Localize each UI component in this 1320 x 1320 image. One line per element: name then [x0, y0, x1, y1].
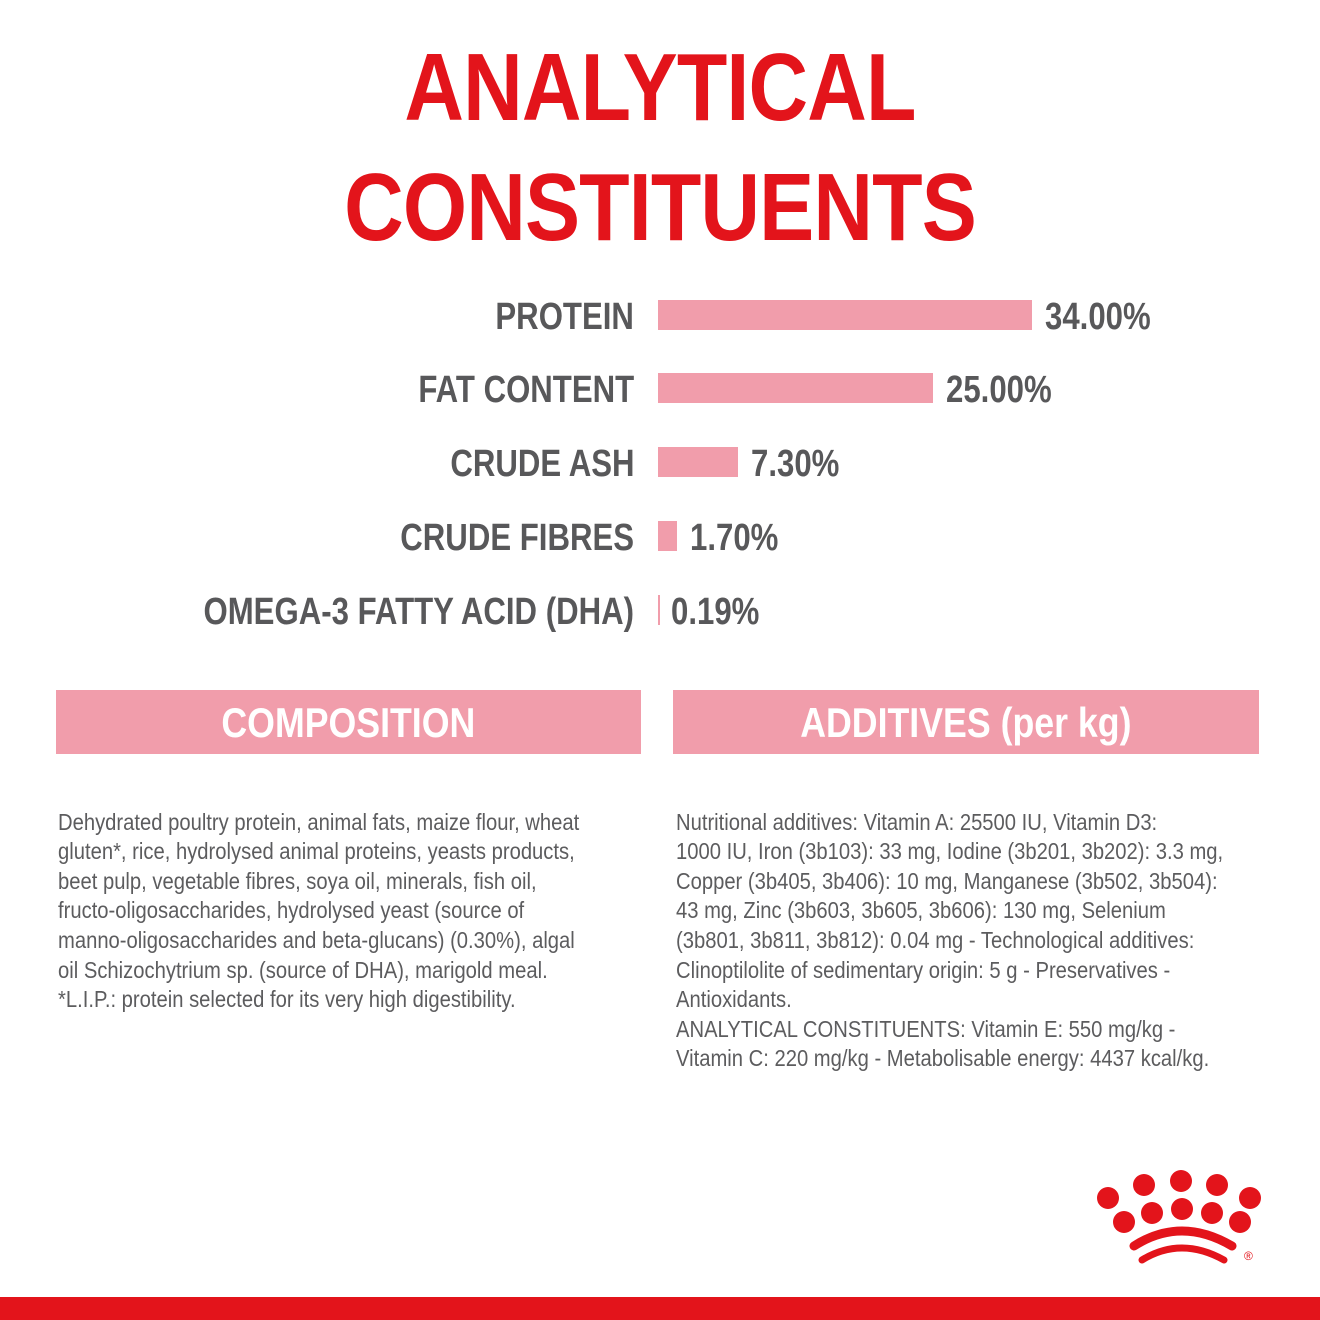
- row-label: CRUDE ASH: [449, 443, 634, 485]
- row-label: CRUDE FIBRES: [400, 517, 634, 559]
- bar: [658, 373, 933, 403]
- chart-row-fat: FAT CONTENT 25.00%: [0, 370, 1320, 410]
- footer-bar: [0, 1297, 1320, 1320]
- row-value: 34.00%: [1045, 296, 1151, 338]
- brand-logo: ®: [1084, 1168, 1264, 1268]
- page-title: ANALYTICAL CONSTITUENTS: [344, 34, 977, 261]
- row-value: 1.70%: [690, 517, 779, 559]
- row-value: 7.30%: [751, 443, 840, 485]
- additives-header-label: ADDITIVES (per kg): [800, 699, 1132, 746]
- chart-row-ash: CRUDE ASH 7.30%: [0, 444, 1320, 484]
- bar: [658, 447, 738, 477]
- composition-header-label: COMPOSITION: [221, 699, 476, 746]
- crown-icon: ®: [1097, 1170, 1261, 1264]
- row-label: OMEGA-3 FATTY ACID (DHA): [203, 591, 634, 633]
- registered-mark: ®: [1244, 1249, 1253, 1263]
- composition-header: COMPOSITION: [56, 690, 641, 754]
- additives-paragraph: Nutritional additives: Vitamin A: 25500 …: [676, 808, 1224, 1072]
- composition-paragraph: Dehydrated poultry protein, animal fats,…: [58, 808, 580, 1013]
- row-label: PROTEIN: [495, 296, 634, 338]
- additives-header: ADDITIVES (per kg): [673, 690, 1259, 754]
- bar: [658, 300, 1032, 330]
- composition-text: Dehydrated poultry protein, animal fats,…: [58, 778, 648, 1015]
- chart-row-protein: PROTEIN 34.00%: [0, 297, 1320, 337]
- row-value: 0.19%: [671, 591, 760, 633]
- chart-row-fibres: CRUDE FIBRES 1.70%: [0, 518, 1320, 558]
- additives-text: Nutritional additives: Vitamin A: 25500 …: [676, 778, 1276, 1074]
- row-value: 25.00%: [946, 369, 1052, 411]
- bar: [658, 521, 677, 551]
- row-label: FAT CONTENT: [418, 369, 634, 411]
- chart-row-omega3: OMEGA-3 FATTY ACID (DHA) 0.19%: [0, 592, 1320, 632]
- bar: [658, 595, 660, 625]
